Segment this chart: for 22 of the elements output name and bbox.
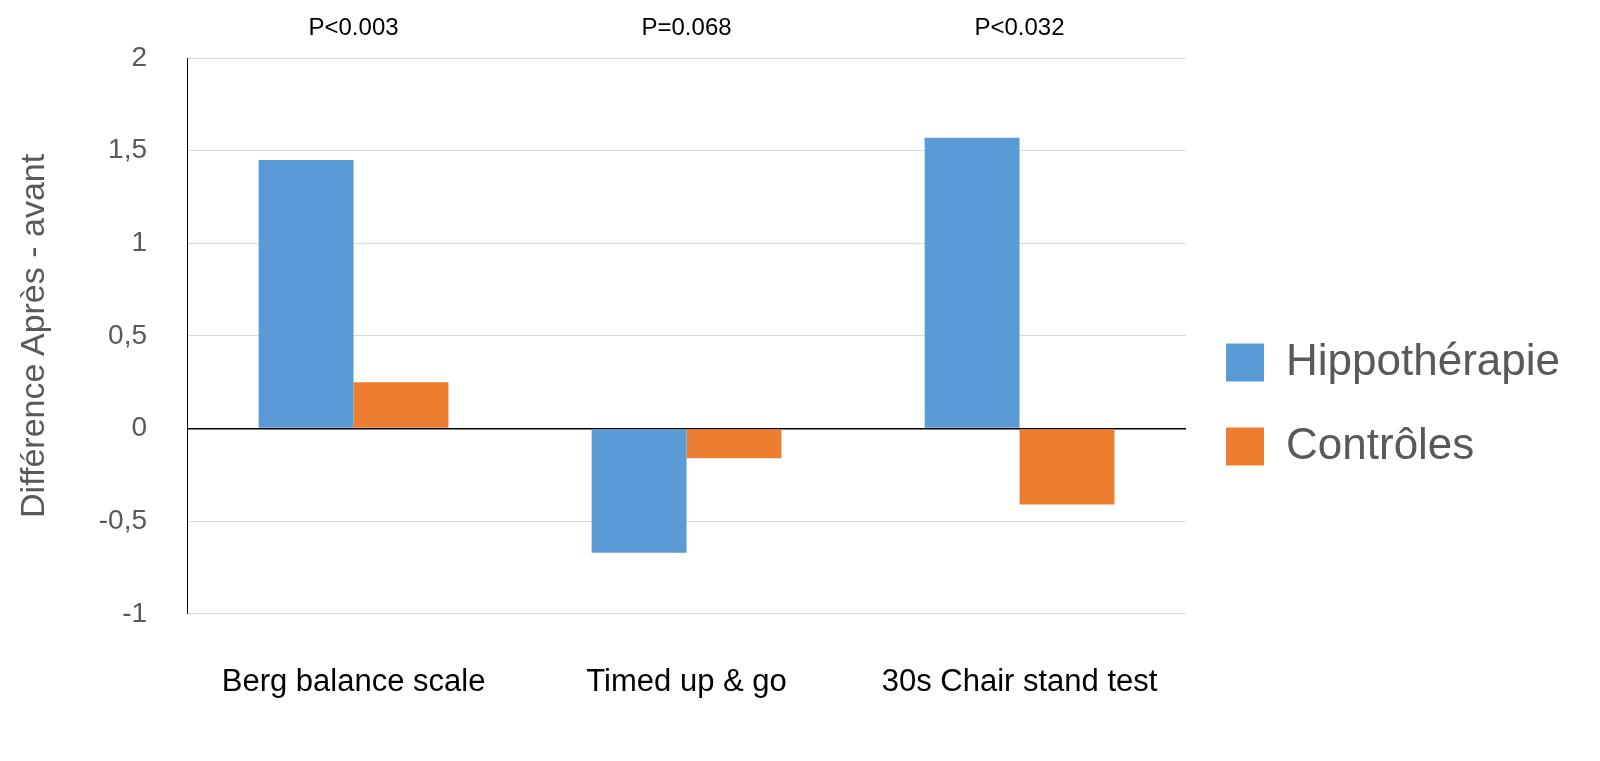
y-tick-label: -1 [122,596,148,628]
bar [1019,429,1115,505]
text: P<0.032 [974,12,1065,40]
text: P=0.068 [641,12,732,40]
y-tick-label: 2 [131,40,148,72]
text: P<0.003 [308,12,399,40]
legend-label: Hippothérapie [1286,334,1560,384]
bar [924,137,1020,428]
y-axis-title: Différence Après - avant [12,153,51,518]
x-tick-label: Timed up & go [586,662,787,698]
y-tick-label: 0 [131,411,148,443]
y-tick-label: 0,5 [108,318,148,350]
y-tick-label: 1 [131,225,148,257]
x-tick-label: Berg balance scale [221,662,486,698]
bar [686,429,782,459]
bar [258,159,354,428]
legend-label: Contrôles [1286,418,1475,468]
bar [353,382,449,428]
x-tick-label: 30s Chair stand test [881,662,1158,698]
bar [591,429,687,553]
y-tick-label: -0,5 [98,503,148,535]
y-tick-label: 1,5 [108,133,148,165]
